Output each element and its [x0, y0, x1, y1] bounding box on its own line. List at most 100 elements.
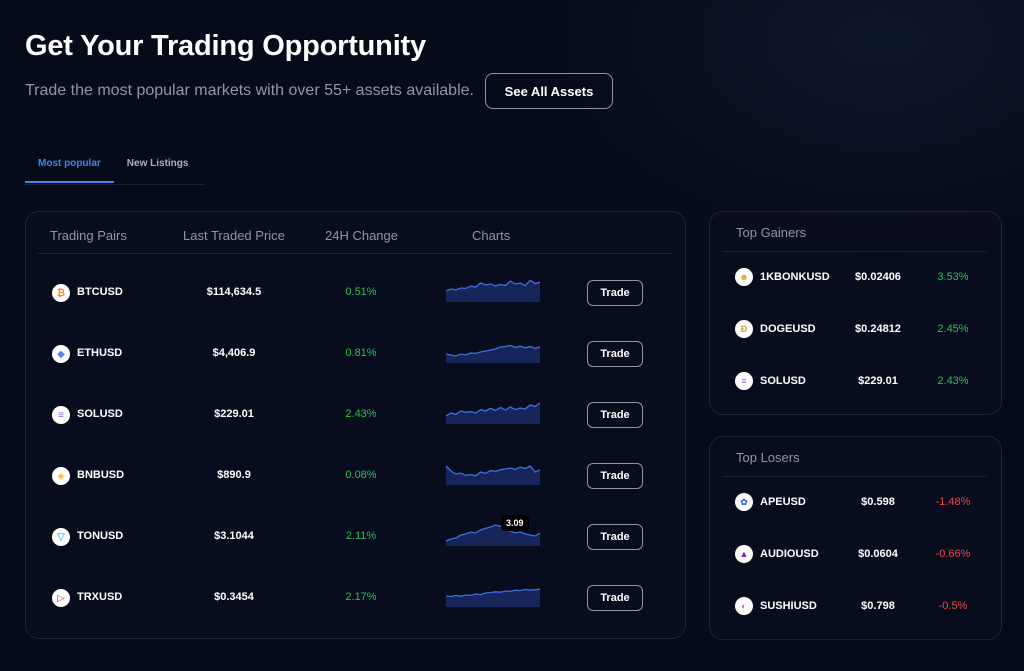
sparkline-line [445, 279, 541, 292]
chart-tooltip: 3.09 [501, 515, 529, 531]
trade-button[interactable]: Trade [587, 524, 643, 550]
gainer-row[interactable]: ≡ SOLUSD $229.01 2.43% [710, 366, 1001, 396]
sparkline-area [446, 345, 540, 363]
change-24h: -0.66% [935, 548, 971, 560]
pair-name: 1KBONKUSD [760, 271, 830, 283]
table-row: ▷ TRXUSD $0.3454 2.17% Trade [26, 578, 685, 618]
pair-name: APEUSD [760, 496, 806, 508]
sparkline-chart [445, 279, 541, 302]
table-header-divider [38, 253, 673, 254]
top-gainers-divider [724, 251, 987, 252]
change-24h: 2.11% [345, 530, 377, 542]
sparkline-line [445, 588, 541, 598]
tab-most-popular[interactable]: Most popular [25, 150, 114, 183]
last-price: $0.0604 [858, 548, 898, 560]
loser-row[interactable]: ✿ APEUSD $0.598 -1.48% [710, 487, 1001, 517]
last-price: $3.1044 [214, 530, 254, 542]
sparkline-area [446, 589, 540, 607]
gainer-row[interactable]: ☻ 1KBONKUSD $0.02406 3.53% [710, 262, 1001, 292]
sparkline-line [445, 344, 541, 357]
dogecoin-icon: Ð [735, 320, 753, 338]
sparkline-area [446, 403, 540, 424]
tron-icon: ▷ [52, 589, 70, 607]
table-row: ≡ SOLUSD $229.01 2.43% Trade [26, 395, 685, 435]
sparkline-line [445, 524, 541, 542]
bnb-icon: ◈ [52, 467, 70, 485]
pair-name: SUSHIUSD [760, 600, 817, 612]
change-24h: 0.81% [345, 347, 377, 359]
trade-button[interactable]: Trade [587, 341, 643, 367]
last-price: $229.01 [858, 375, 898, 387]
top-losers-divider [724, 476, 987, 477]
sparkline-chart [445, 465, 541, 485]
sparkline-area [446, 280, 540, 302]
change-24h: 0.51% [345, 286, 377, 298]
tab-new-listings[interactable]: New Listings [126, 158, 189, 169]
pair-name[interactable]: TONUSD [77, 530, 124, 542]
last-price: $229.01 [214, 408, 254, 420]
table-row: ₿ BTCUSD $114,634.5 0.51% Trade [26, 273, 685, 313]
audius-icon: ▲ [735, 545, 753, 563]
change-24h: 2.45% [937, 323, 969, 335]
header-24h-change: 24H Change [325, 228, 398, 243]
markets-table: Trading Pairs Last Traded Price 24H Chan… [25, 211, 686, 639]
sparkline-chart [445, 402, 541, 424]
page-subtitle: Trade the most popular markets with over… [25, 82, 474, 99]
change-24h: -0.5% [938, 600, 968, 612]
pair-name[interactable]: BTCUSD [77, 286, 123, 298]
sparkline-area [446, 525, 540, 546]
pair-name: DOGEUSD [760, 323, 816, 335]
last-price: $0.798 [861, 600, 895, 612]
last-price: $0.24812 [855, 323, 901, 335]
page-title: Get Your Trading Opportunity [25, 30, 426, 62]
sparkline-chart [445, 588, 541, 607]
solana-icon: ≡ [735, 372, 753, 390]
pair-name[interactable]: ETHUSD [77, 347, 123, 359]
top-gainers-title: Top Gainers [736, 225, 807, 240]
see-all-assets-button[interactable]: See All Assets [485, 73, 613, 109]
last-price: $114,634.5 [206, 286, 262, 298]
top-gainers-panel: Top Gainers ☻ 1KBONKUSD $0.02406 3.53% Ð DOGE… [709, 211, 1002, 415]
header-last-traded-price: Last Traded Price [183, 228, 285, 243]
sparkline-line [445, 465, 541, 477]
change-24h: 2.43% [937, 375, 969, 387]
loser-row[interactable]: ▲ AUDIOUSD $0.0604 -0.66% [710, 539, 1001, 569]
toncoin-icon: ▽ [52, 528, 70, 546]
ethereum-icon: ◆ [52, 345, 70, 363]
tabs-divider [25, 184, 205, 185]
last-price: $0.3454 [214, 591, 254, 603]
change-24h: 2.43% [345, 408, 377, 420]
trade-button[interactable]: Trade [587, 402, 643, 428]
sparkline-area [446, 466, 540, 485]
gainer-row[interactable]: Ð DOGEUSD $0.24812 2.45% [710, 314, 1001, 344]
table-row: ◆ ETHUSD $4,406.9 0.81% Trade [26, 334, 685, 374]
sparkline-chart [445, 524, 541, 546]
change-24h: -1.48% [935, 496, 971, 508]
change-24h: 0.08% [345, 469, 377, 481]
last-price: $0.02406 [855, 271, 901, 283]
trade-button[interactable]: Trade [587, 463, 643, 489]
table-row: ◈ BNBUSD $890.9 0.08% Trade [26, 456, 685, 496]
market-tabs: Most popular New Listings [25, 150, 201, 185]
pair-name: AUDIOUSD [760, 548, 819, 560]
sparkline-chart [445, 344, 541, 363]
loser-row[interactable]: ◐ SUSHIUSD $0.798 -0.5% [710, 591, 1001, 621]
pair-name[interactable]: SOLUSD [77, 408, 123, 420]
apecoin-icon: ✿ [735, 493, 753, 511]
change-24h: 2.17% [345, 591, 377, 603]
last-price: $4,406.9 [212, 347, 256, 359]
header-trading-pairs: Trading Pairs [50, 228, 127, 243]
top-losers-title: Top Losers [736, 450, 800, 465]
bitcoin-icon: ₿ [52, 284, 70, 302]
trade-button[interactable]: Trade [587, 585, 643, 611]
pair-name[interactable]: BNBUSD [77, 469, 125, 481]
pair-name: SOLUSD [760, 375, 806, 387]
change-24h: 3.53% [937, 271, 969, 283]
header-charts: Charts [472, 228, 511, 243]
solana-icon: ≡ [52, 406, 70, 424]
pair-name[interactable]: TRXUSD [77, 591, 123, 603]
last-price: $890.9 [217, 469, 251, 481]
table-row: ▽ TONUSD $3.1044 2.11% 3.09 Trade [26, 515, 685, 557]
sparkline-line [445, 402, 541, 417]
trade-button[interactable]: Trade [587, 280, 643, 306]
